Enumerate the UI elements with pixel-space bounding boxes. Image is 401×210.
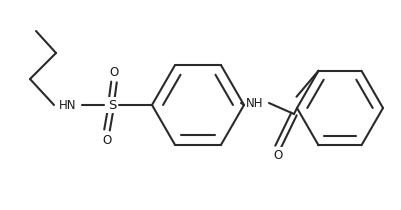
Text: S: S [107, 98, 116, 112]
Text: O: O [102, 134, 111, 147]
Text: NH: NH [246, 97, 263, 109]
Text: O: O [109, 66, 118, 79]
Text: O: O [273, 148, 282, 161]
Text: HN: HN [59, 98, 77, 112]
